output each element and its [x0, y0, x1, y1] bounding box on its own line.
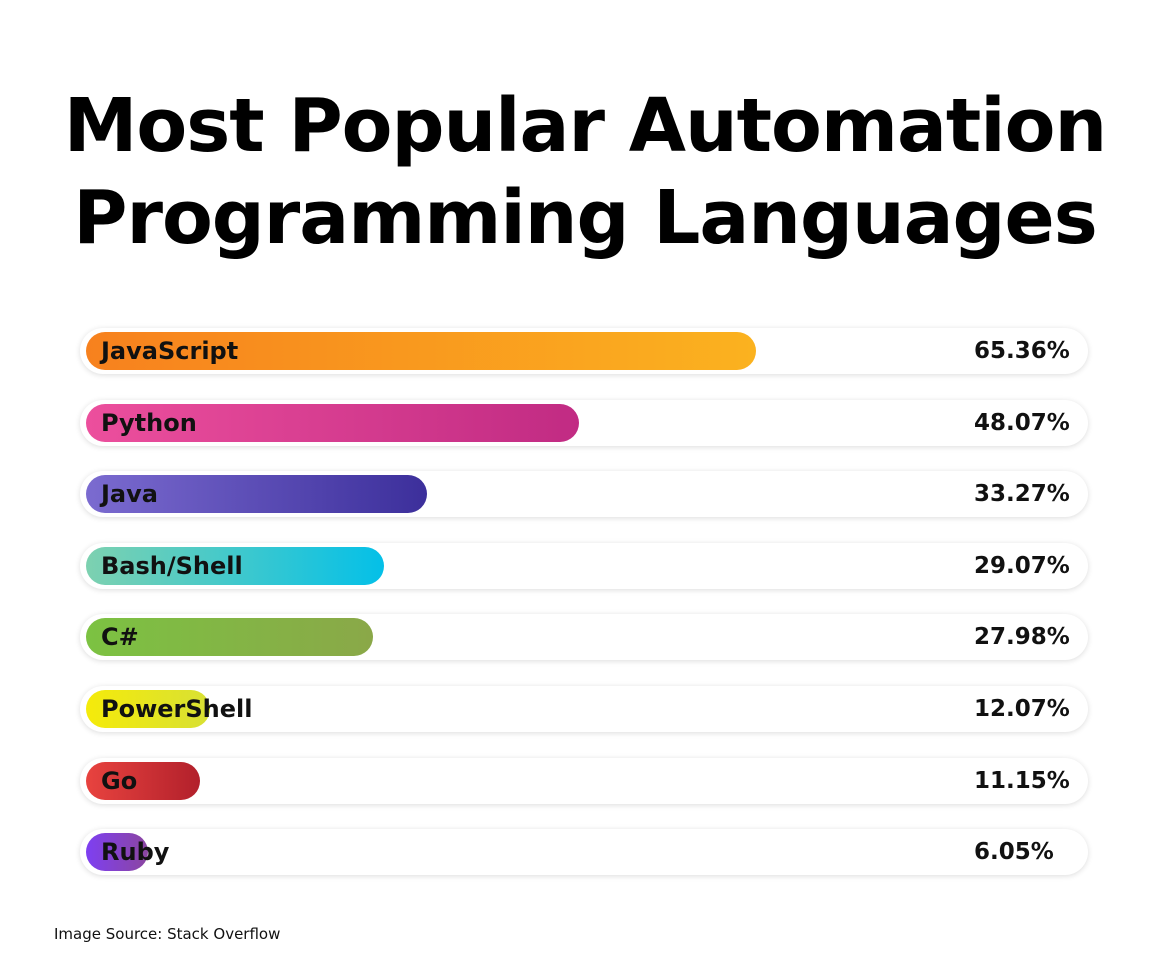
bar [86, 475, 427, 513]
bar [86, 833, 148, 871]
bar-value-label: 6.05% [974, 839, 1054, 865]
bar-row-powershell: PowerShell 12.07% [80, 686, 1088, 732]
bar-value-label: 12.07% [974, 696, 1070, 722]
bar-category-label: JavaScript [101, 337, 239, 365]
bar-value-label: 48.07% [974, 410, 1070, 436]
bar-row-go: Go 11.15% [80, 758, 1088, 804]
bar [86, 547, 384, 585]
bar-row-javascript: JavaScript 65.36% [80, 328, 1088, 374]
image-source-note: Image Source: Stack Overflow [54, 925, 281, 943]
chart-title-line-1: Most Popular Automation [63, 83, 1107, 169]
bar [86, 618, 373, 656]
bar [86, 332, 756, 370]
bar-row-ruby: Ruby 6.05% [80, 829, 1088, 875]
bar-row-bash-shell: Bash/Shell 29.07% [80, 543, 1088, 589]
bar-value-label: 33.27% [974, 481, 1070, 507]
bar-category-label: Ruby [101, 838, 170, 866]
bar-value-label: 27.98% [974, 624, 1070, 650]
bar-row-python: Python 48.07% [80, 400, 1088, 446]
bar-category-label: C# [101, 623, 139, 651]
bar-category-label: PowerShell [101, 695, 253, 723]
bar [86, 762, 200, 800]
bar-category-label: Python [101, 409, 197, 437]
bar-category-label: Go [101, 767, 138, 795]
bar [86, 404, 579, 442]
bar [86, 690, 210, 728]
bar-value-label: 11.15% [974, 768, 1070, 794]
bar-row-java: Java 33.27% [80, 471, 1088, 517]
bar-category-label: Bash/Shell [101, 552, 243, 580]
bar-value-label: 65.36% [974, 338, 1070, 364]
chart-title-line-2: Programming Languages [73, 175, 1098, 261]
chart-title: Most Popular Automation Programming Lang… [0, 80, 1170, 264]
bar-category-label: Java [101, 480, 158, 508]
bar-row-c-: C# 27.98% [80, 614, 1088, 660]
bar-value-label: 29.07% [974, 553, 1070, 579]
